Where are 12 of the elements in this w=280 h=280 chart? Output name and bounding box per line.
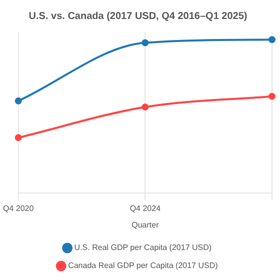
point — [14, 97, 22, 104]
x-tick-label: Q4 2024 — [130, 204, 162, 213]
point — [142, 39, 149, 46]
point — [142, 104, 149, 111]
point — [268, 36, 276, 44]
point — [268, 92, 276, 100]
legend-label: Canada Real GDP per Capita (2017 USD) — [68, 261, 218, 270]
x-axis-title: Quarter — [132, 220, 160, 230]
legend-label: U.S. Real GDP per Capita (2017 USD) — [74, 243, 212, 252]
chart-title: U.S. vs. Canada (2017 USD, Q4 2016–Q1 2025) — [28, 10, 248, 22]
x-tick-label: Q4 2020 — [2, 204, 34, 213]
point — [14, 134, 22, 142]
